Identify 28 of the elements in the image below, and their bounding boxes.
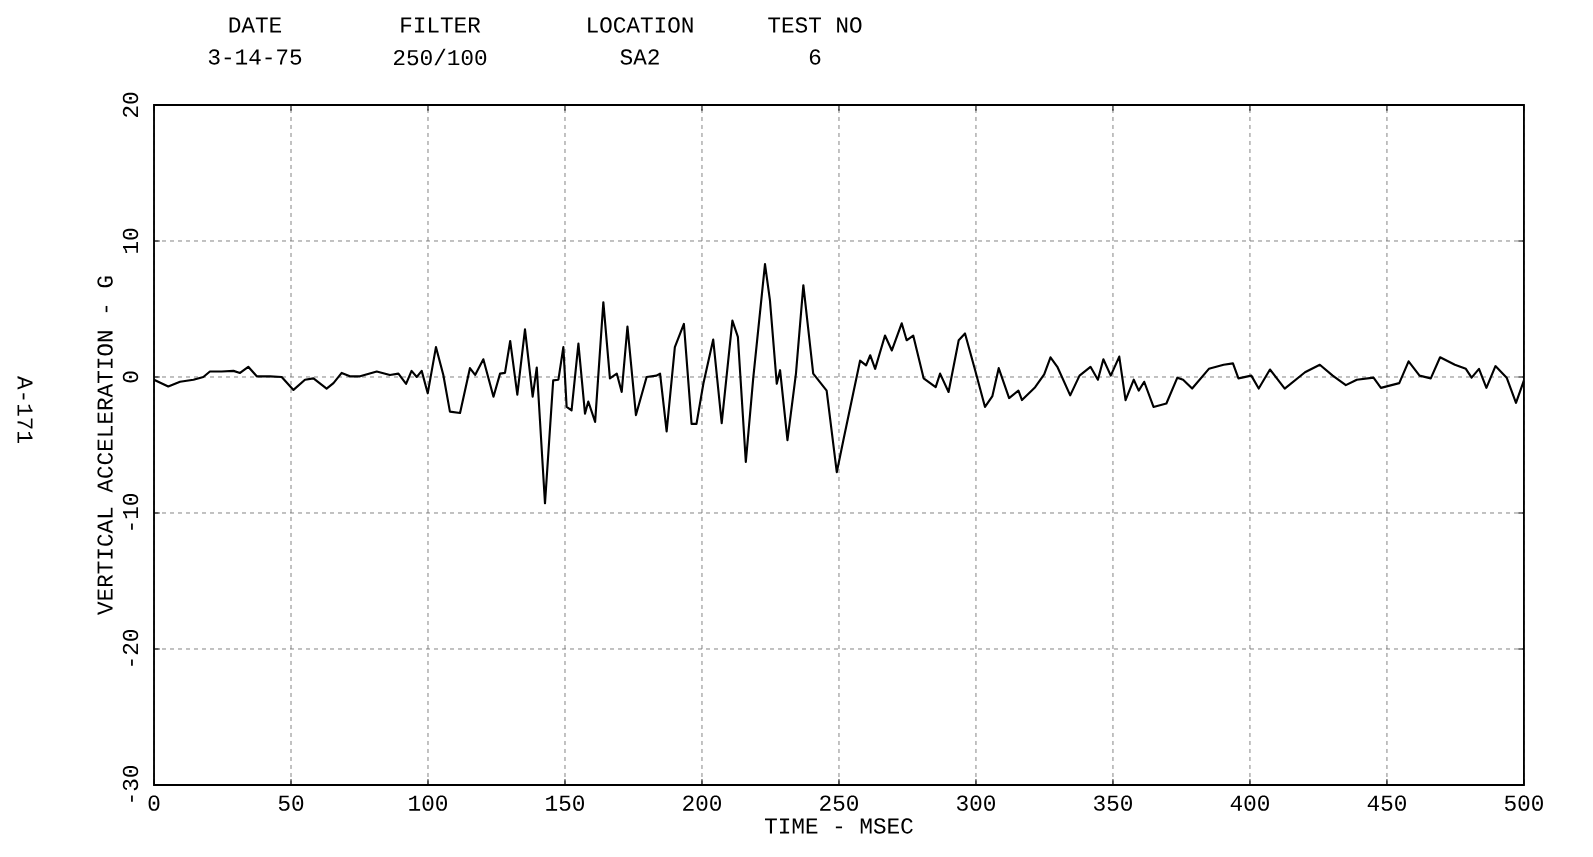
x-tick-label: 150 — [546, 795, 584, 811]
text: 6 — [809, 49, 821, 65]
y-tick-label: -10 — [122, 493, 139, 530]
text: LOCATION — [588, 17, 693, 33]
y-axis-title: VERTICAL ACCELERATION - G — [97, 276, 113, 615]
x-tick-label: 300 — [956, 795, 995, 811]
x-tick-label: 0 — [148, 795, 160, 811]
text: SA2 — [620, 49, 659, 65]
text: 3-14-75 — [208, 49, 302, 65]
text: A-171 — [17, 375, 33, 443]
x-tick-label: 500 — [1504, 795, 1543, 811]
x-tick-label: 250 — [820, 795, 858, 811]
x-tick-label: 400 — [1230, 795, 1269, 811]
y-tick-label: 10 — [122, 228, 139, 253]
text: 250/100 — [393, 48, 487, 66]
x-tick-label: 200 — [683, 795, 721, 811]
y-tick-label: 0 — [122, 371, 139, 383]
x-tick-label: 100 — [409, 795, 448, 811]
x-axis-title: TIME - MSEC — [765, 818, 913, 834]
text: DATE — [229, 17, 282, 33]
text: TEST NO — [768, 17, 862, 33]
x-tick-label: 350 — [1093, 795, 1132, 811]
text: FILTER — [401, 17, 481, 33]
x-tick-label: 50 — [278, 795, 304, 811]
y-tick-label: 20 — [122, 92, 139, 118]
y-tick-label: -30 — [122, 765, 139, 802]
x-tick-label: 450 — [1367, 795, 1406, 811]
y-tick-label: -20 — [122, 629, 139, 666]
